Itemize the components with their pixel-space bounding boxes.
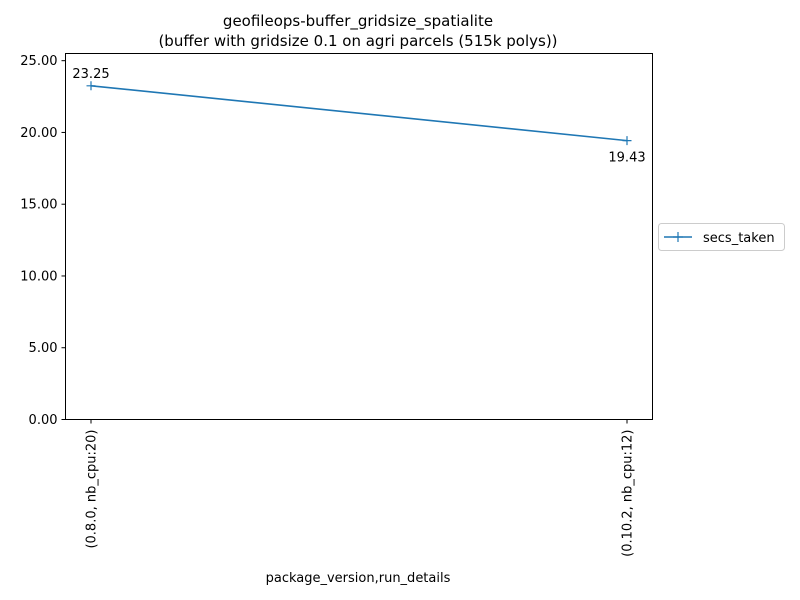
chart-subtitle: (buffer with gridsize 0.1 on agri parcel… [158, 32, 557, 50]
data-label: 19.43 [608, 151, 645, 166]
x-axis-label: package_version,run_details [266, 571, 451, 586]
legend-entry-label: secs_taken [703, 231, 775, 246]
plot-frame [65, 53, 653, 420]
x-tick-label: (0.10.2, nb_cpu:12) [621, 430, 636, 557]
y-tick-label: 0.00 [29, 413, 58, 428]
y-tick-label: 10.00 [20, 269, 57, 284]
data-point-marker [622, 136, 632, 146]
y-tick-label: 25.00 [20, 54, 57, 69]
data-label: 23.25 [72, 67, 109, 82]
chart-title: geofileops-buffer_gridsize_spatialite [223, 12, 493, 31]
data-point-marker [86, 81, 96, 91]
y-tick-label: 15.00 [20, 198, 57, 213]
y-tick-label: 20.00 [20, 126, 57, 141]
y-axis-ticks: 0.00 5.00 10.00 15.00 20.00 25.00 [20, 54, 66, 428]
y-tick-label: 5.00 [29, 341, 58, 356]
legend-box [658, 223, 785, 251]
legend[interactable]: secs_taken [658, 223, 785, 251]
series-line [90, 84, 628, 142]
legend-marker-swatch [673, 232, 683, 242]
x-axis-ticks: (0.8.0, nb_cpu:20) (0.10.2, nb_cpu:12) [85, 419, 636, 557]
series-layer: 23.25 19.43 [72, 67, 645, 166]
x-tick-label: (0.8.0, nb_cpu:20) [85, 430, 100, 549]
